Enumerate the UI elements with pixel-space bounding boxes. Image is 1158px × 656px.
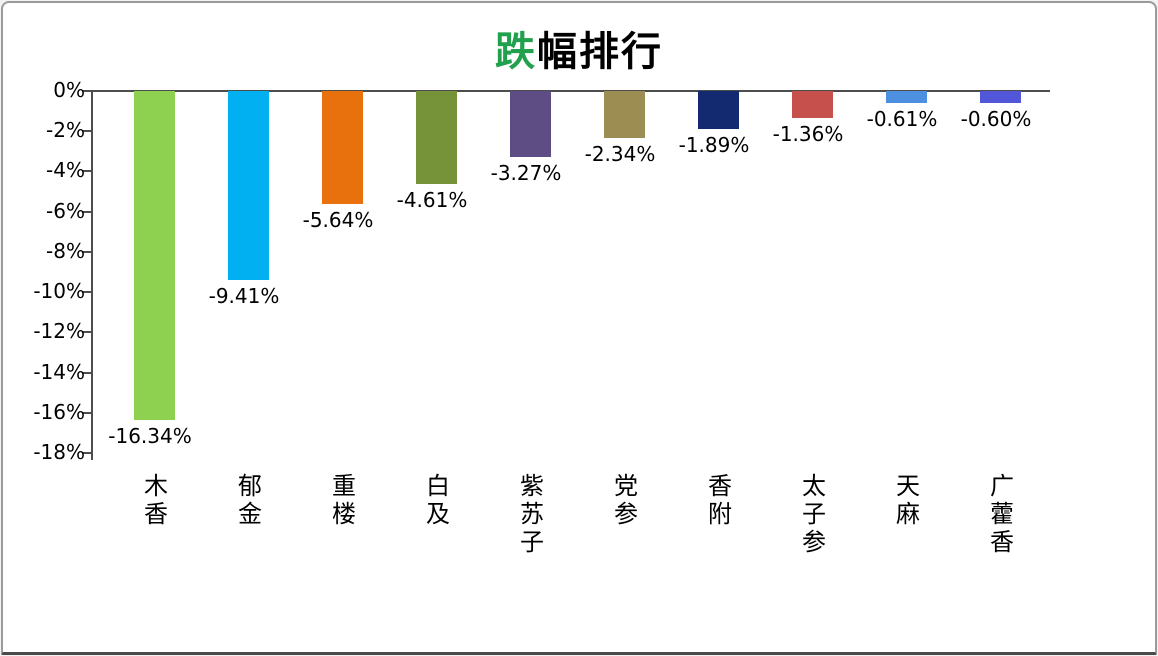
bar-value-label: -1.89% <box>678 133 750 157</box>
y-tick-mark <box>82 250 91 253</box>
category-label-天麻: 天麻 <box>891 473 920 529</box>
category-label-郁金: 郁金 <box>233 473 262 529</box>
y-tick-mark <box>82 90 91 92</box>
bar-郁金 <box>227 91 269 281</box>
bar-白及 <box>415 91 457 184</box>
bar-value-label: -4.61% <box>396 187 468 212</box>
y-tick-mark <box>82 291 91 294</box>
y-tick-mark <box>82 170 91 173</box>
y-tick-label: -4% <box>46 158 85 183</box>
bar-木香 <box>133 91 175 420</box>
chart-title-accent: 跌 <box>495 29 537 75</box>
bar-value-label: -0.61% <box>866 107 938 132</box>
y-tick-label: -2% <box>46 118 85 143</box>
category-label-广藿香: 广藿香 <box>985 473 1014 557</box>
category-label-重楼: 重楼 <box>327 473 356 529</box>
y-axis-line <box>91 90 93 460</box>
category-label-木香: 木香 <box>139 473 168 529</box>
bar-value-label: -5.64% <box>302 208 374 233</box>
bar-香附 <box>697 91 739 129</box>
y-tick-label: -6% <box>46 198 85 223</box>
category-label-太子参: 太子参 <box>797 473 826 557</box>
y-tick-label: -16% <box>33 399 85 424</box>
y-tick-mark <box>82 371 91 374</box>
zero-baseline <box>93 90 1050 92</box>
y-tick-label: -18% <box>33 440 85 464</box>
bar-value-label: -16.34% <box>108 423 192 448</box>
y-tick-label: -14% <box>33 359 85 384</box>
bar-value-label: -9.41% <box>208 284 280 309</box>
category-label-紫苏子: 紫苏子 <box>515 473 544 557</box>
y-tick-mark <box>82 452 91 454</box>
bar-广藿香 <box>979 91 1021 104</box>
category-label-党参: 党参 <box>609 473 638 529</box>
plot-area: 0% -2% -4% -6% -8% -10% -12% -14% -16% -18% -16.3… <box>33 78 1050 557</box>
y-tick-label: 0% <box>53 78 85 102</box>
bar-value-label: -0.60% <box>960 107 1032 132</box>
bar-天麻 <box>885 91 927 104</box>
y-tick-label: -12% <box>33 319 85 344</box>
y-tick-mark <box>82 210 91 213</box>
chart-title-rest: 幅排行 <box>537 29 663 75</box>
y-tick-label: -8% <box>46 238 85 263</box>
category-label-香附: 香附 <box>703 473 732 529</box>
y-tick-mark <box>82 411 91 414</box>
bar-value-label: -1.36% <box>772 122 844 147</box>
category-label-白及: 白及 <box>421 473 450 529</box>
y-tick-label: -10% <box>33 279 85 304</box>
bar-重楼 <box>321 91 363 205</box>
bar-党参 <box>603 91 645 139</box>
y-tick-mark <box>82 331 91 334</box>
bar-value-label: -3.27% <box>490 160 562 185</box>
y-tick-mark <box>82 130 91 133</box>
bar-value-label: -2.34% <box>584 142 656 167</box>
bar-太子参 <box>791 91 833 119</box>
chart-title: 跌幅排行 <box>3 19 1155 77</box>
bar-紫苏子 <box>509 91 551 157</box>
